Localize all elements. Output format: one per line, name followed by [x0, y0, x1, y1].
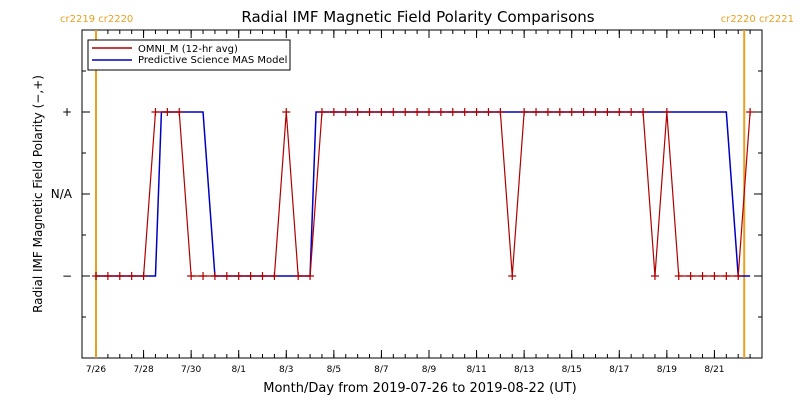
omni-point-marker: [187, 272, 196, 280]
omni-point-marker: [734, 272, 743, 280]
x-tick-label: 7/26: [86, 365, 106, 375]
omni-point-marker: [662, 108, 671, 116]
x-tick-label: 8/3: [279, 365, 293, 375]
series-layer: [92, 108, 755, 280]
omni-point-marker: [258, 272, 267, 280]
legend: OMNI_M (12-hr avg) Predictive Science MA…: [87, 39, 291, 71]
omni-point-marker: [92, 272, 100, 280]
omni-point-marker: [722, 272, 731, 280]
omni-point-marker: [472, 108, 481, 116]
x-tick-label: 8/1: [231, 365, 245, 375]
x-tick-label: 8/13: [514, 365, 534, 375]
omni-point-marker: [484, 108, 493, 116]
omni-point-marker: [103, 272, 112, 280]
omni-point-marker: [317, 108, 326, 116]
x-tick-label: 8/17: [609, 365, 629, 375]
x-tick-label: 7/30: [181, 365, 201, 375]
omni-point-marker: [603, 108, 612, 116]
omni-point-marker: [579, 108, 588, 116]
legend-label-omni: OMNI_M (12-hr avg): [138, 44, 238, 55]
omni-point-marker: [341, 108, 350, 116]
omni-point-marker: [639, 108, 648, 116]
omni-point-marker: [306, 272, 315, 280]
chart-title: Radial IMF Magnetic Field Polarity Compa…: [241, 8, 594, 26]
y-axis-label: Radial IMF Magnetic Field Polarity (−,+): [31, 75, 45, 313]
omni-point-marker: [282, 108, 291, 116]
omni-point-marker: [615, 108, 624, 116]
omni-point-marker: [520, 108, 529, 116]
axis-ticks: 7/26 7/28 7/30 8/1 8/3 8/5 8/7 8/9 8/11 8/13 8/15 8…: [51, 29, 763, 375]
x-tick-label: 7/28: [133, 365, 153, 375]
carrington-label-left: cr2219 cr2220: [60, 14, 133, 25]
omni-point-marker: [139, 272, 148, 280]
omni-point-marker: [460, 108, 469, 116]
x-tick-label: 8/5: [327, 365, 341, 375]
plot-frame: [81, 29, 763, 359]
omni-point-marker: [389, 108, 398, 116]
omni-point-marker: [698, 272, 707, 280]
omni-point-marker: [163, 108, 172, 116]
omni-point-marker: [710, 272, 719, 280]
omni-point-marker: [222, 272, 231, 280]
omni-point-marker: [210, 272, 219, 280]
omni-point-marker: [627, 108, 636, 116]
omni-point-marker: [567, 108, 576, 116]
omni-point-marker: [746, 108, 755, 116]
x-tick-label: 8/11: [466, 365, 486, 375]
omni-point-marker: [246, 272, 255, 280]
omni-point-marker: [425, 108, 433, 116]
x-tick-label: 8/15: [562, 365, 582, 375]
y-tick-label: −: [62, 269, 72, 283]
series-omni-line: [96, 111, 751, 277]
omni-point-marker: [329, 108, 338, 116]
omni-point-marker: [496, 108, 505, 116]
omni-point-marker: [532, 108, 541, 116]
omni-point-marker: [115, 272, 124, 280]
x-axis-label: Month/Day from 2019-07-26 to 2019-08-22 …: [263, 381, 576, 396]
y-tick-label: N/A: [51, 187, 73, 201]
x-tick-label: 8/7: [374, 365, 388, 375]
omni-point-marker: [591, 108, 600, 116]
omni-point-marker: [270, 272, 279, 280]
omni-point-marker: [413, 108, 422, 116]
omni-point-marker: [234, 272, 243, 280]
omni-point-marker: [353, 108, 362, 116]
omni-point-marker: [686, 272, 695, 280]
legend-label-mas: Predictive Science MAS Model: [138, 55, 287, 66]
omni-point-marker: [401, 108, 410, 116]
omni-point-marker: [377, 108, 386, 116]
omni-point-marker: [555, 108, 564, 116]
omni-point-marker: [365, 108, 374, 116]
y-tick-label: +: [62, 105, 72, 119]
series-mas-line: [96, 111, 751, 277]
omni-point-marker: [151, 108, 160, 116]
omni-point-marker: [436, 108, 445, 116]
x-tick-label: 8/9: [422, 365, 437, 375]
omni-point-marker: [448, 108, 457, 116]
legend-box: [87, 39, 291, 71]
omni-point-marker: [175, 108, 184, 116]
omni-point-marker: [294, 272, 303, 280]
omni-point-marker: [543, 108, 552, 116]
omni-point-marker: [508, 272, 517, 280]
omni-point-marker: [674, 272, 683, 280]
omni-point-marker: [199, 272, 208, 280]
omni-point-marker: [650, 272, 659, 280]
omni-point-marker: [127, 272, 136, 280]
carrington-label-right: cr2220 cr2221: [721, 14, 794, 25]
x-tick-label: 8/21: [704, 365, 724, 375]
x-tick-label: 8/19: [657, 365, 677, 375]
